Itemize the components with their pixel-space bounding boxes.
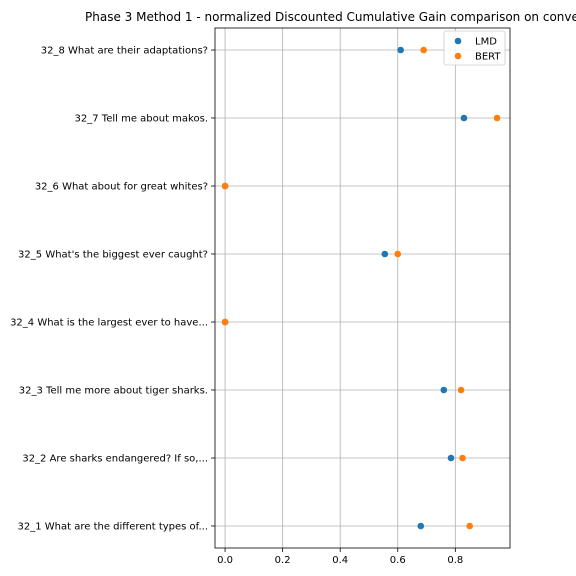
point-bert — [420, 46, 427, 54]
y-axis-ticks: 32_1 What are the different types of... 3… — [10, 46, 215, 533]
x-tick-label: 0.4 — [332, 555, 348, 566]
chart-title: Phase 3 Method 1 - normalized Discounted… — [85, 10, 576, 24]
point-lmd — [447, 454, 455, 462]
legend-marker — [454, 37, 462, 45]
x-axis-ticks: 0.0 0.2 0.4 0.6 0.8 — [217, 548, 463, 566]
legend: LMD BERT — [443, 30, 506, 66]
category-label: 32_5 What's the biggest ever caught? — [18, 250, 208, 261]
x-tick-label: 0.6 — [390, 555, 406, 566]
plot-frame — [214, 27, 511, 549]
point-lmd — [440, 386, 448, 394]
grid-lines — [215, 28, 510, 548]
point-bert — [493, 114, 501, 122]
category-label: 32_1 What are the different types of... — [18, 522, 208, 533]
category-label: 32_7 Tell me about makos. — [75, 114, 208, 125]
point-lmd — [460, 114, 468, 122]
point-bert — [457, 386, 465, 394]
category-label: 32_6 What about for great whites? — [35, 182, 208, 193]
point-bert — [221, 318, 229, 326]
legend-label: LMD — [475, 37, 497, 48]
point-bert — [459, 454, 466, 462]
category-label: 32_4 What is the largest ever to have... — [10, 318, 208, 329]
x-tick-label: 0.0 — [217, 555, 233, 566]
legend-marker — [454, 52, 462, 60]
point-bert — [221, 182, 229, 190]
legend-label: BERT — [475, 52, 501, 63]
x-tick-label: 0.8 — [447, 555, 463, 566]
point-lmd — [397, 46, 404, 54]
point-lmd — [381, 250, 389, 258]
x-tick-label: 0.2 — [275, 555, 291, 566]
category-label: 32_8 What are their adaptations? — [41, 46, 208, 57]
point-bert — [394, 250, 402, 258]
data-points — [221, 46, 501, 530]
point-bert — [466, 522, 474, 530]
axes — [214, 27, 511, 549]
category-label: 32_3 Tell me more about tiger sharks. — [19, 386, 208, 397]
category-label: 32_2 Are sharks endangered? If so,... — [22, 454, 208, 465]
point-lmd — [417, 522, 425, 530]
